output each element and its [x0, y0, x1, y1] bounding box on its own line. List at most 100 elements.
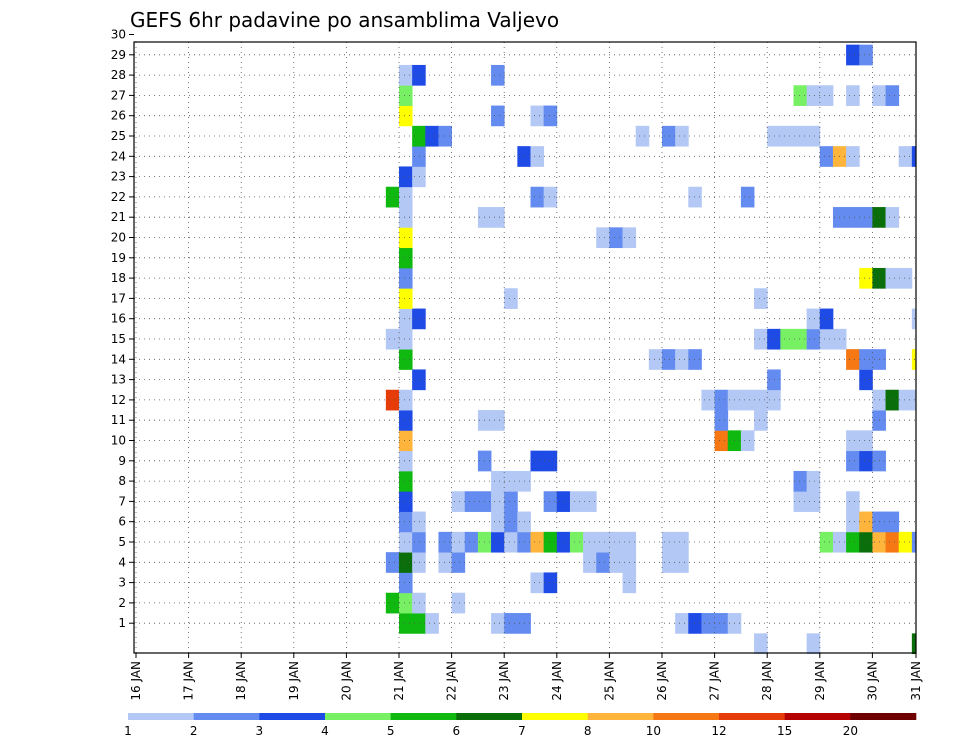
heatmap-cell — [399, 349, 413, 370]
heatmap-cell — [399, 430, 413, 452]
heatmap-cell — [846, 491, 860, 512]
y-tick-label: 28 — [111, 68, 126, 82]
heatmap-cell — [859, 369, 873, 391]
colorbar-swatch — [259, 713, 326, 720]
heatmap-cell — [412, 146, 426, 167]
heatmap-cell — [399, 389, 413, 411]
heatmap-cell — [885, 267, 900, 289]
heatmap-cell — [806, 470, 821, 492]
heatmap-cell — [504, 470, 518, 492]
x-tick-label: 30 JAN — [865, 661, 879, 701]
grid-lines — [134, 42, 916, 653]
heatmap-cell — [754, 389, 768, 411]
heatmap-cell — [688, 349, 702, 370]
heatmap-cell — [399, 410, 413, 431]
heatmap-cell — [846, 44, 860, 66]
heatmap-cell — [412, 125, 426, 147]
heatmap-cell — [767, 125, 781, 147]
heatmap-cell — [767, 369, 781, 391]
heatmap-cell — [609, 552, 623, 573]
heatmap-cell — [767, 389, 781, 411]
heatmap-cell — [754, 633, 768, 655]
y-tick-label: 29 — [111, 48, 126, 62]
heatmap-cell — [543, 572, 558, 594]
x-tick-label: 31 JAN — [909, 661, 923, 701]
heatmap-cell — [569, 531, 584, 553]
heatmap-cell — [451, 531, 466, 553]
y-tick-label: 25 — [111, 129, 126, 143]
heatmap-cell — [859, 511, 873, 533]
heatmap-cell — [451, 491, 466, 512]
y-tick-label: 20 — [111, 231, 126, 245]
heatmap-cell — [543, 491, 558, 512]
heatmap-cell — [491, 105, 505, 127]
colorbar-swatch — [522, 713, 588, 720]
heatmap-cell — [780, 328, 794, 350]
heatmap-cell — [504, 511, 518, 533]
y-tick-label: 22 — [111, 190, 126, 204]
colorbar-swatch — [325, 713, 391, 720]
heatmap-cell — [859, 430, 873, 452]
colorbar-label: 15 — [777, 724, 792, 738]
y-tick-label: 4 — [118, 555, 126, 569]
heatmap-cell — [491, 613, 505, 634]
y-tick-label: 10 — [111, 434, 126, 448]
heatmap-cell — [846, 511, 860, 533]
heatmap-cell — [898, 267, 913, 289]
heatmap-cell — [399, 267, 413, 289]
x-tick-label: 21 JAN — [392, 661, 406, 701]
heatmap-cell — [675, 349, 689, 370]
heatmap-cell — [412, 166, 426, 188]
y-tick-label: 9 — [118, 454, 126, 468]
heatmap-cell — [399, 105, 413, 127]
x-axis: 16 JAN 17 JAN 18 JAN 19 JAN 20 JAN 21 JAN 22 J… — [129, 653, 923, 701]
heatmap-cell — [688, 186, 702, 208]
heatmap-cell — [504, 491, 518, 512]
y-tick-label: 5 — [118, 535, 126, 549]
colorbar-swatch — [587, 713, 654, 720]
heatmap-cell — [464, 491, 479, 512]
heatmap-cell — [569, 491, 584, 512]
heatmap-cell — [806, 125, 821, 147]
colorbar-swatch — [193, 713, 260, 720]
heatmap-cell — [491, 511, 505, 533]
y-tick-label: 11 — [111, 413, 126, 427]
colorbar-swatch — [128, 713, 194, 720]
heatmap-cell — [451, 592, 466, 614]
heatmap-cell — [425, 613, 439, 634]
x-tick-label: 24 JAN — [550, 661, 564, 701]
y-tick-label: 8 — [118, 474, 126, 488]
x-tick-label: 23 JAN — [497, 661, 511, 701]
heatmap-cell — [530, 531, 545, 553]
heatmap-cell — [543, 531, 558, 553]
heatmap-cell — [491, 491, 505, 512]
heatmap-cell — [412, 592, 426, 614]
heatmap-cell — [846, 207, 860, 228]
heatmap-cell — [530, 450, 545, 472]
heatmap-cell — [399, 308, 413, 330]
heatmap-cell — [806, 328, 821, 350]
heatmap-cell — [451, 552, 466, 573]
y-tick-label: 13 — [111, 373, 126, 387]
y-tick-label: 2 — [118, 596, 126, 610]
heatmap-cell — [399, 85, 413, 106]
heatmap-cell — [819, 308, 834, 330]
heatmap-cell — [530, 146, 545, 167]
y-tick-label: 23 — [111, 170, 126, 184]
heatmap-cell — [399, 592, 413, 614]
heatmap-cell — [504, 531, 518, 553]
heatmap-cell — [859, 44, 873, 66]
heatmap-cell — [675, 613, 689, 634]
heatmap-cell — [740, 430, 755, 452]
heatmap-cell — [399, 166, 413, 188]
colorbar-label: 20 — [843, 724, 858, 738]
heatmap-cell — [556, 531, 571, 553]
heatmap-cell — [530, 186, 545, 208]
heatmap-cell — [530, 572, 545, 594]
heatmap-cell — [385, 552, 400, 573]
plot-frame — [133, 41, 917, 654]
heatmap-cell — [609, 227, 623, 249]
heatmap-cell — [385, 328, 400, 350]
heatmap-cell — [819, 85, 834, 106]
